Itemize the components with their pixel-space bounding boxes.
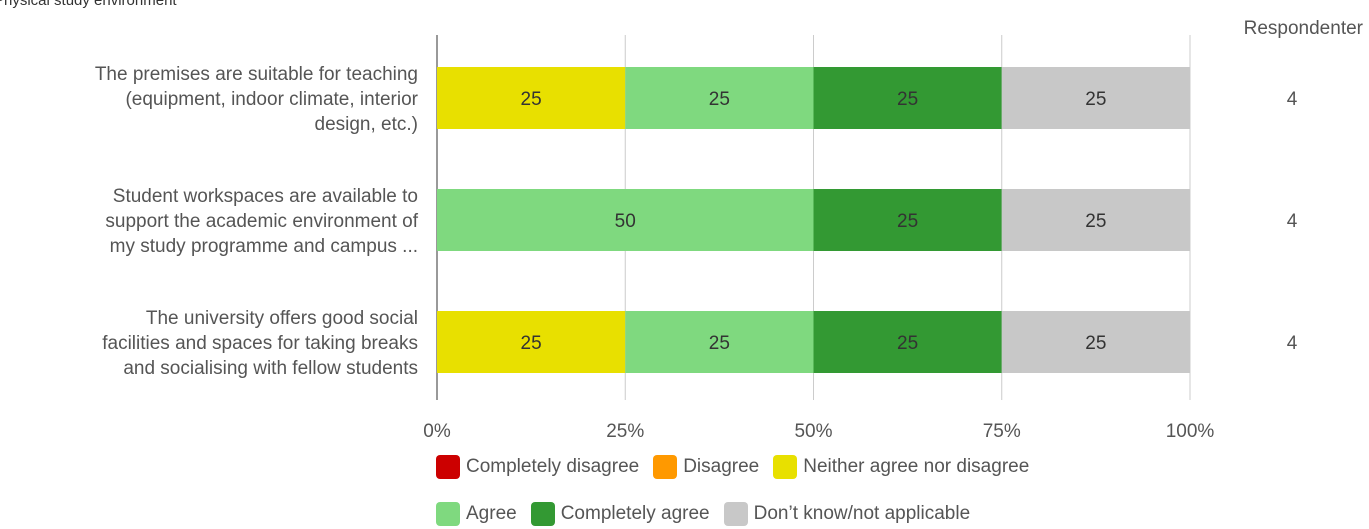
data-label: 25 (1085, 89, 1106, 110)
legend-row-1: Completely disagree Disagree Neither agr… (436, 455, 1037, 479)
legend-swatch-disagree (653, 455, 678, 479)
bar-segment (1001, 67, 1190, 129)
bar-segment (625, 67, 814, 129)
data-label: 25 (521, 333, 542, 354)
category-label: (equipment, indoor climate, interior (125, 89, 418, 110)
category-label: and socialising with fellow students (123, 358, 418, 379)
x-tick-label: 75% (983, 421, 1021, 442)
data-label: 50 (615, 211, 636, 232)
x-tick-label: 25% (606, 421, 644, 442)
legend-item-agree: Agree (436, 502, 517, 526)
respondents-header: Respondenter (1243, 18, 1363, 39)
bar-segment (813, 189, 1002, 251)
category-label: facilities and spaces for taking breaks (102, 333, 418, 354)
category-label: support the academic environment of (105, 211, 418, 232)
bar-segment (813, 311, 1002, 373)
bar-segment (437, 311, 626, 373)
respondents-value: 4 (1287, 333, 1298, 354)
legend-swatch-completely-agree (530, 502, 555, 526)
chart-title: Physical study environment (0, 0, 177, 9)
bar-segment (437, 189, 814, 251)
bar-segment (1001, 311, 1190, 373)
respondents-value: 4 (1287, 211, 1298, 232)
legend-swatch-agree (436, 502, 460, 526)
legend-row-2: Agree Completely agree Don’t know/not ap… (436, 502, 978, 526)
bar-segment (1001, 189, 1190, 251)
legend-item-dont-know: Don’t know/not applicable (723, 502, 971, 526)
data-label: 25 (1085, 333, 1106, 354)
data-label: 25 (709, 89, 730, 110)
bar-segment (813, 67, 1002, 129)
legend-swatch-dont-know (723, 502, 748, 526)
legend-label: Don’t know/not applicable (753, 503, 971, 524)
legend-item-completely-agree: Completely agree (530, 502, 710, 526)
legend-swatch-neither (773, 455, 798, 479)
data-label: 25 (897, 333, 918, 354)
data-label: 25 (521, 89, 542, 110)
bar-segment (437, 67, 626, 129)
category-label: The premises are suitable for teaching (95, 64, 418, 85)
data-label: 25 (897, 211, 918, 232)
category-label: my study programme and campus ... (110, 236, 418, 257)
respondents-value: 4 (1287, 89, 1298, 110)
legend-item-completely-disagree: Completely disagree (436, 455, 639, 479)
legend-label: Neither agree nor disagree (803, 456, 1030, 477)
legend-item-disagree: Disagree (653, 455, 759, 479)
data-label: 25 (1085, 211, 1106, 232)
x-tick-label: 50% (794, 421, 832, 442)
category-label: Student workspaces are available to (113, 186, 418, 207)
category-label: The university offers good social (146, 308, 418, 329)
data-label: 25 (709, 333, 730, 354)
data-label: 25 (897, 89, 918, 110)
legend-item-neither: Neither agree nor disagree (773, 455, 1029, 479)
legend-swatch-completely-disagree (436, 455, 460, 479)
legend-label: Agree (466, 503, 517, 524)
x-tick-label: 100% (1166, 421, 1215, 442)
category-label: design, etc.) (315, 114, 419, 135)
bar-segment (625, 311, 814, 373)
x-tick-label: 0% (423, 421, 451, 442)
legend-label: Completely agree (560, 503, 710, 524)
legend-label: Completely disagree (466, 456, 640, 477)
legend-label: Disagree (683, 456, 760, 477)
